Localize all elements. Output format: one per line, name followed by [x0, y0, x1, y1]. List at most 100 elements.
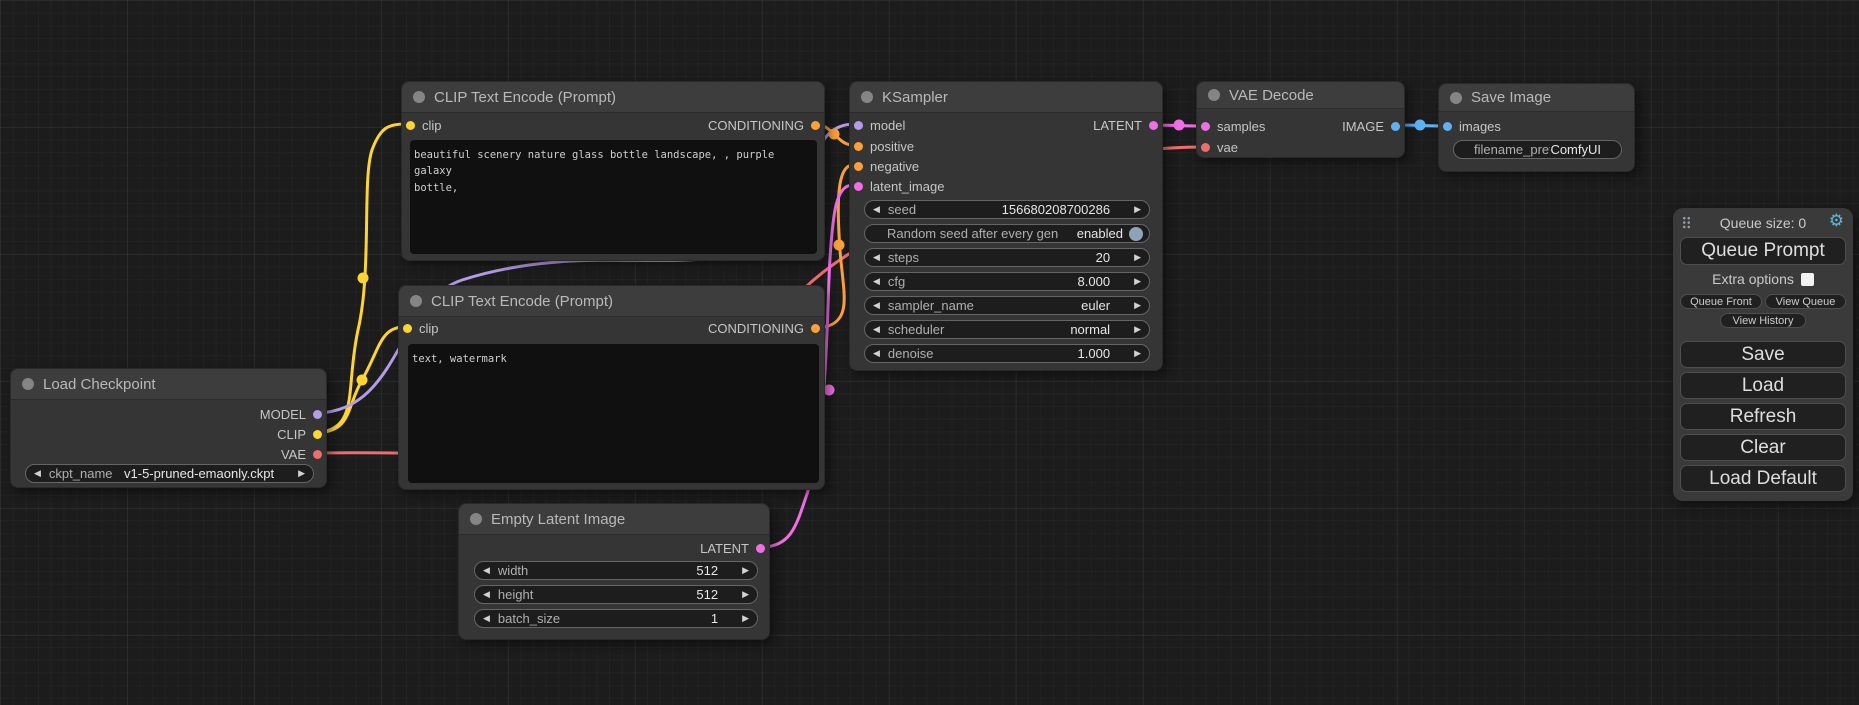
- increment-arrow-icon[interactable]: ▶: [298, 468, 305, 478]
- steps-widget[interactable]: ◀ steps 20 ▶: [864, 248, 1150, 267]
- increment-arrow-icon[interactable]: ▶: [742, 613, 749, 623]
- cfg-widget[interactable]: ◀ cfg 8.000 ▶: [864, 272, 1150, 291]
- refresh-button[interactable]: Refresh: [1680, 403, 1846, 430]
- collapse-dot-icon[interactable]: [410, 295, 422, 307]
- node-load-checkpoint[interactable]: Load Checkpoint MODEL CLIP VAE ◀ ckpt_na…: [10, 368, 327, 488]
- node-save-image[interactable]: Save Image images filename_prefix ComfyU…: [1438, 83, 1635, 172]
- ckpt-name-widget[interactable]: ◀ ckpt_name v1-5-pruned-emaonly.ckpt ▶: [25, 464, 314, 483]
- drag-handle-icon[interactable]: [1682, 216, 1691, 229]
- clear-button[interactable]: Clear: [1680, 434, 1846, 461]
- view-queue-button[interactable]: View Queue: [1765, 294, 1846, 309]
- filename-prefix-widget[interactable]: filename_prefix ComfyUI: [1453, 140, 1622, 159]
- input-port-latent-image[interactable]: latent_image: [854, 178, 944, 194]
- port-dot-samples[interactable]: [1201, 121, 1210, 131]
- input-port-samples[interactable]: samples: [1201, 118, 1265, 134]
- input-port-images[interactable]: images: [1443, 118, 1501, 134]
- port-dot-vae[interactable]: [313, 449, 322, 459]
- increment-arrow-icon[interactable]: ▶: [1134, 276, 1141, 286]
- input-port-clip[interactable]: clip: [403, 320, 439, 336]
- batch-size-widget[interactable]: ◀ batch_size 1 ▶: [474, 609, 758, 628]
- output-port-image[interactable]: IMAGE: [1342, 118, 1400, 134]
- output-port-latent[interactable]: LATENT: [700, 540, 765, 556]
- port-dot-positive[interactable]: [854, 141, 863, 151]
- output-port-conditioning[interactable]: CONDITIONING: [708, 117, 820, 133]
- input-port-vae[interactable]: vae: [1201, 139, 1238, 155]
- view-history-button[interactable]: View History: [1720, 313, 1806, 328]
- port-dot-latent[interactable]: [1149, 120, 1158, 130]
- port-dot-latent-image[interactable]: [854, 181, 863, 191]
- scheduler-widget[interactable]: ◀ scheduler normal ▶: [864, 320, 1150, 339]
- node-ksampler[interactable]: KSampler model positive negative latent_…: [849, 81, 1163, 371]
- decrement-arrow-icon[interactable]: ◀: [873, 348, 880, 358]
- node-empty-latent-image[interactable]: Empty Latent Image LATENT ◀ width 512 ▶ …: [458, 503, 770, 640]
- increment-arrow-icon[interactable]: ▶: [1134, 348, 1141, 358]
- decrement-arrow-icon[interactable]: ◀: [483, 589, 490, 599]
- link-midpoint-dot: [1414, 119, 1426, 131]
- width-widget[interactable]: ◀ width 512 ▶: [474, 561, 758, 580]
- port-dot-clip[interactable]: [406, 120, 415, 130]
- input-port-clip[interactable]: clip: [406, 117, 442, 133]
- decrement-arrow-icon[interactable]: ◀: [873, 252, 880, 262]
- port-dot-image[interactable]: [1391, 121, 1400, 131]
- decrement-arrow-icon[interactable]: ◀: [34, 468, 41, 478]
- settings-gear-icon[interactable]: ⚙: [1828, 211, 1844, 230]
- collapse-dot-icon[interactable]: [22, 378, 34, 390]
- node-clip-text-encode-positive[interactable]: CLIP Text Encode (Prompt) clip CONDITION…: [401, 81, 825, 261]
- toggle-circle-icon[interactable]: [1129, 226, 1143, 241]
- decrement-arrow-icon[interactable]: ◀: [483, 613, 490, 623]
- output-port-clip[interactable]: CLIP: [277, 426, 322, 442]
- extra-options-checkbox[interactable]: [1800, 272, 1814, 286]
- increment-arrow-icon[interactable]: ▶: [742, 565, 749, 575]
- random-seed-toggle[interactable]: Random seed after every gen enabled: [864, 224, 1150, 243]
- sampler-name-widget[interactable]: ◀ sampler_name euler ▶: [864, 296, 1150, 315]
- node-vae-decode[interactable]: VAE Decode samples vae IMAGE: [1196, 81, 1405, 158]
- increment-arrow-icon[interactable]: ▶: [1134, 204, 1141, 214]
- increment-arrow-icon[interactable]: ▶: [742, 589, 749, 599]
- port-dot-images[interactable]: [1443, 121, 1452, 131]
- link-empty-latent-link: [760, 183, 855, 549]
- seed-widget[interactable]: ◀ seed 156680208700286 ▶: [864, 200, 1150, 219]
- port-dot-vae[interactable]: [1201, 142, 1210, 152]
- collapse-dot-icon[interactable]: [1208, 89, 1220, 101]
- denoise-widget[interactable]: ◀ denoise 1.000 ▶: [864, 344, 1150, 363]
- load-button[interactable]: Load: [1680, 372, 1846, 399]
- height-widget[interactable]: ◀ height 512 ▶: [474, 585, 758, 604]
- queue-front-button[interactable]: Queue Front: [1680, 294, 1762, 309]
- increment-arrow-icon[interactable]: ▶: [1134, 324, 1141, 334]
- queue-prompt-button[interactable]: Queue Prompt: [1680, 237, 1846, 265]
- port-dot-conditioning[interactable]: [811, 120, 820, 130]
- increment-arrow-icon[interactable]: ▶: [1134, 252, 1141, 262]
- port-dot-model[interactable]: [313, 409, 322, 419]
- link-midpoint-dot: [357, 272, 369, 284]
- output-port-model[interactable]: MODEL: [260, 406, 322, 422]
- increment-arrow-icon[interactable]: ▶: [1134, 300, 1141, 310]
- node-title: CLIP Text Encode (Prompt): [431, 292, 614, 310]
- port-dot-clip[interactable]: [313, 429, 322, 439]
- collapse-dot-icon[interactable]: [861, 91, 873, 103]
- collapse-dot-icon[interactable]: [470, 513, 482, 525]
- load-default-button[interactable]: Load Default: [1680, 465, 1846, 492]
- port-dot-clip[interactable]: [403, 323, 412, 333]
- save-button[interactable]: Save: [1680, 341, 1846, 368]
- input-port-model[interactable]: model: [854, 117, 905, 133]
- positive-prompt-textarea[interactable]: beautiful scenery nature glass bottle la…: [410, 140, 817, 254]
- port-dot-model[interactable]: [854, 120, 863, 130]
- decrement-arrow-icon[interactable]: ◀: [873, 324, 880, 334]
- decrement-arrow-icon[interactable]: ◀: [873, 276, 880, 286]
- output-port-vae[interactable]: VAE: [281, 446, 322, 462]
- decrement-arrow-icon[interactable]: ◀: [873, 300, 880, 310]
- port-dot-negative[interactable]: [854, 161, 863, 171]
- decrement-arrow-icon[interactable]: ◀: [873, 204, 880, 214]
- port-dot-latent[interactable]: [756, 543, 765, 553]
- negative-prompt-textarea[interactable]: text, watermark: [408, 344, 819, 483]
- collapse-dot-icon[interactable]: [1450, 91, 1462, 104]
- input-port-positive[interactable]: positive: [854, 138, 914, 154]
- input-port-negative[interactable]: negative: [854, 158, 919, 174]
- output-port-conditioning[interactable]: CONDITIONING: [708, 320, 820, 336]
- port-dot-conditioning[interactable]: [811, 323, 820, 333]
- collapse-dot-icon[interactable]: [413, 91, 425, 103]
- output-port-latent[interactable]: LATENT: [1093, 117, 1158, 133]
- decrement-arrow-icon[interactable]: ◀: [483, 565, 490, 575]
- node-clip-text-encode-negative[interactable]: CLIP Text Encode (Prompt) clip CONDITION…: [398, 285, 825, 490]
